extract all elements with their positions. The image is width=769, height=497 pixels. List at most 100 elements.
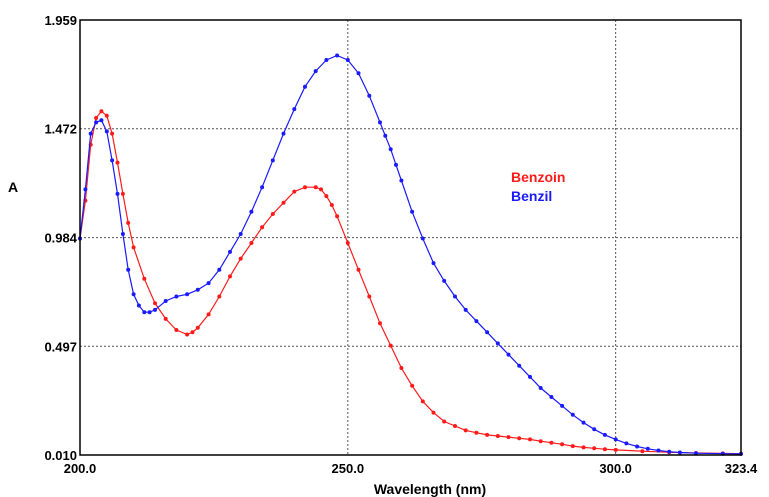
data-point-benzoin <box>292 189 297 194</box>
data-point-benzil <box>345 58 350 62</box>
data-point-benzil <box>378 120 382 125</box>
data-point-benzoin <box>329 203 334 207</box>
data-point-benzil <box>83 187 88 192</box>
data-point-benzoin <box>592 446 597 451</box>
data-point-benzil <box>431 261 436 266</box>
data-point-benzil <box>538 386 543 390</box>
y-tick-label: 1.472 <box>44 122 77 137</box>
data-point-benzoin <box>378 321 382 326</box>
data-point-benzoin <box>474 430 479 435</box>
data-point-benzil <box>174 294 179 299</box>
data-point-benzil <box>667 449 672 454</box>
data-point-benzil <box>485 330 490 335</box>
data-point-benzoin <box>281 200 286 205</box>
data-point-benzil <box>115 191 120 196</box>
data-point-benzil <box>217 267 222 272</box>
data-point-benzil <box>142 310 147 315</box>
data-point-benzoin <box>238 256 243 261</box>
data-point-benzil <box>120 232 125 236</box>
data-point-benzoin <box>163 316 168 321</box>
data-point-benzil <box>228 249 232 254</box>
data-point-benzoin <box>570 444 575 449</box>
data-point-benzil <box>324 58 329 62</box>
data-point-benzil <box>110 158 115 163</box>
data-point-benzoin <box>367 294 372 299</box>
data-point-benzoin <box>319 187 323 192</box>
data-point-benzoin <box>463 428 468 433</box>
data-point-benzoin <box>549 440 554 445</box>
x-tick-label: 200.0 <box>64 461 97 476</box>
legend-entry-benzoin: Benzoin <box>511 169 565 185</box>
y-tick-label: 0.010 <box>44 448 77 463</box>
series-layer <box>78 53 743 456</box>
data-point-benzil <box>185 292 190 297</box>
data-point-benzoin <box>249 241 254 245</box>
data-point-benzil <box>624 441 629 446</box>
data-point-benzoin <box>410 383 415 388</box>
data-point-benzil <box>694 451 698 456</box>
data-point-benzoin <box>228 274 232 279</box>
plot-frame <box>79 19 742 456</box>
data-point-benzoin <box>581 445 586 450</box>
data-point-benzoin <box>153 301 157 306</box>
data-point-benzil <box>206 281 211 286</box>
data-point-benzoin <box>131 245 136 250</box>
data-point-benzil <box>356 71 361 76</box>
data-point-benzoin <box>185 332 190 337</box>
data-point-benzil <box>153 307 157 312</box>
data-point-benzil <box>635 444 640 449</box>
series-line-benzoin <box>79 110 742 455</box>
data-point-benzil <box>388 147 393 152</box>
data-point-benzil <box>517 363 522 368</box>
data-point-benzil <box>249 209 254 214</box>
data-point-benzil <box>335 53 340 58</box>
x-tick-label: 300.0 <box>599 461 632 476</box>
data-point-benzoin <box>195 325 200 330</box>
data-point-benzoin <box>324 194 329 199</box>
data-point-benzoin <box>104 113 109 118</box>
data-point-benzoin <box>335 214 340 219</box>
series-benzoin <box>78 109 743 456</box>
data-point-benzil <box>442 278 447 283</box>
data-point-benzil <box>581 420 586 425</box>
y-axis-label: A <box>8 179 18 195</box>
data-point-benzil <box>399 178 404 183</box>
y-tick-label: 0.497 <box>44 339 77 354</box>
data-point-benzoin <box>495 434 500 438</box>
data-point-benzil <box>163 299 168 303</box>
data-point-benzil <box>645 446 650 451</box>
data-point-benzoin <box>206 312 211 317</box>
data-point-benzoin <box>174 328 179 332</box>
data-point-benzil <box>528 374 532 379</box>
data-point-benzil <box>131 292 136 297</box>
data-point-benzil <box>383 133 388 138</box>
data-point-benzil <box>420 236 425 241</box>
data-point-benzil <box>677 450 682 455</box>
data-point-benzoin <box>602 447 607 452</box>
data-point-benzil <box>313 69 318 74</box>
data-point-benzoin <box>613 447 618 452</box>
data-point-benzoin <box>538 439 543 444</box>
data-point-benzoin <box>517 436 522 441</box>
data-point-benzil <box>238 232 243 236</box>
data-point-benzoin <box>420 399 425 404</box>
data-point-benzoin <box>217 294 222 299</box>
data-point-benzoin <box>356 267 361 272</box>
data-point-benzoin <box>303 185 307 190</box>
data-point-benzil <box>495 341 500 346</box>
tick-labels: 200.0 250.0 300.0 323.4 0.010 0.497 0.984 1.472… <box>44 13 758 476</box>
data-point-benzil <box>260 185 265 190</box>
data-point-benzoin <box>142 276 147 281</box>
data-point-benzoin <box>388 343 393 348</box>
data-point-benzil <box>463 307 468 312</box>
data-point-benzil <box>560 403 565 408</box>
data-point-benzil <box>195 287 200 292</box>
x-tick-label: 323.4 <box>725 461 758 476</box>
data-point-benzoin <box>270 212 275 216</box>
data-point-benzil <box>99 118 104 123</box>
data-point-benzoin <box>453 424 457 428</box>
data-point-benzil <box>88 131 93 136</box>
data-point-benzoin <box>260 225 265 230</box>
data-point-benzil <box>549 395 554 399</box>
data-point-benzil <box>281 131 286 136</box>
